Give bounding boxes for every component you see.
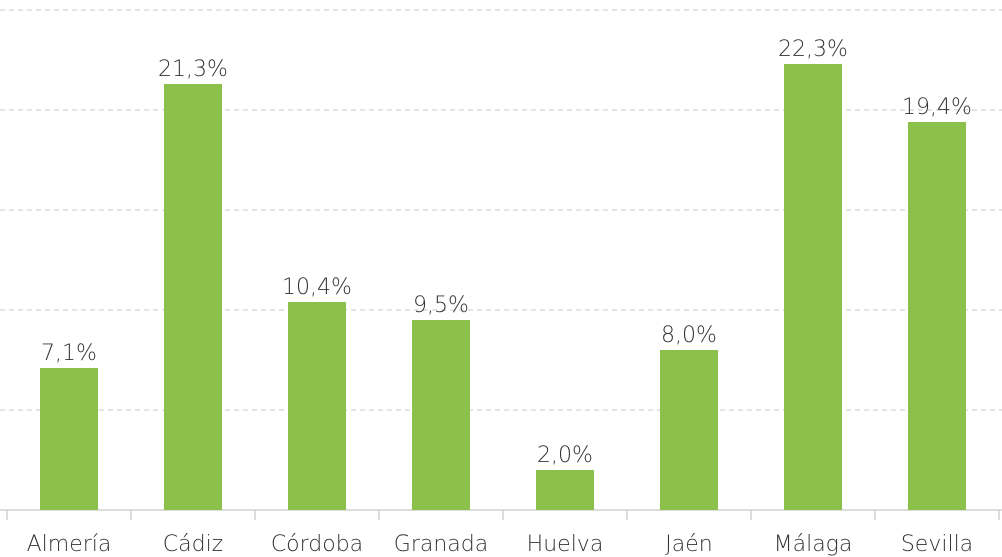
value-label: 7,1% [41,341,97,366]
x-tick-label: Granada [394,532,488,557]
value-label: 2,0% [537,443,593,468]
bar [784,64,842,510]
bar [40,368,98,510]
bar [908,122,966,510]
value-label: 9,5% [413,293,469,318]
value-label: 8,0% [661,323,717,348]
x-tick-label: Cádiz [163,532,223,557]
bar [412,320,470,510]
bar [164,84,222,510]
value-label: 10,4% [282,275,352,300]
x-tick-label: Huelva [527,532,604,557]
x-tick-label: Jaén [665,532,712,557]
bar [660,350,718,510]
x-tick-label: Málaga [774,532,853,557]
bar [536,470,594,510]
value-label: 21,3% [158,57,228,82]
x-tick-label: Almería [27,532,112,557]
value-label: 19,4% [902,95,972,120]
value-label: 22,3% [778,37,848,62]
x-tick-label: Sevilla [901,532,973,557]
bar [288,302,346,510]
x-tick-label: Córdoba [271,532,363,557]
